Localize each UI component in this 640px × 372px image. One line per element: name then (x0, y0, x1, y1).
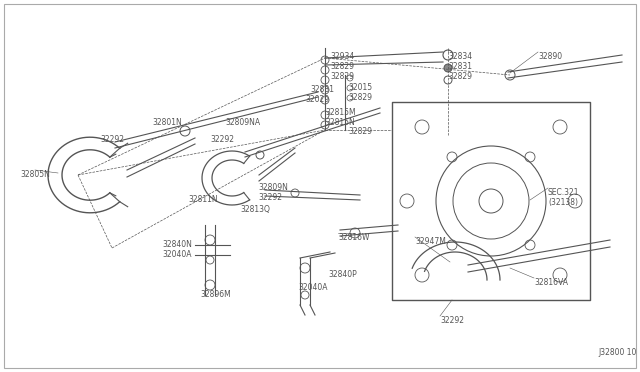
Circle shape (180, 126, 190, 136)
Bar (392, 102, 590, 300)
Text: J32800 10: J32800 10 (598, 348, 636, 357)
Text: 32040A: 32040A (163, 250, 192, 259)
Text: 32292: 32292 (258, 193, 282, 202)
Circle shape (505, 70, 515, 80)
Text: 32809N: 32809N (258, 183, 288, 192)
Text: 32809NA: 32809NA (225, 118, 260, 127)
Text: 32040A: 32040A (298, 283, 328, 292)
Text: 32829: 32829 (330, 62, 354, 71)
Circle shape (443, 50, 453, 60)
Text: SEC.321: SEC.321 (548, 188, 579, 197)
Text: 32816VA: 32816VA (534, 278, 568, 287)
Text: 32815N: 32815N (325, 118, 355, 127)
Text: 32292: 32292 (440, 316, 464, 325)
Text: 32805N: 32805N (20, 170, 50, 179)
Text: 32801N: 32801N (152, 118, 182, 127)
Text: 32934: 32934 (330, 52, 355, 61)
Text: 32829: 32829 (348, 127, 372, 136)
Circle shape (256, 151, 264, 159)
Text: 32834: 32834 (448, 52, 472, 61)
Text: 32816W: 32816W (338, 233, 369, 242)
Text: 32015: 32015 (348, 83, 372, 92)
Text: 32890: 32890 (538, 52, 562, 61)
Text: 32840N: 32840N (162, 240, 192, 249)
Text: 32811N: 32811N (188, 195, 218, 204)
Circle shape (291, 189, 299, 197)
Circle shape (444, 64, 452, 72)
Text: 32840P: 32840P (328, 270, 356, 279)
Text: 32829: 32829 (448, 72, 472, 81)
Text: 32831: 32831 (310, 85, 334, 94)
Text: 32829: 32829 (348, 93, 372, 102)
Circle shape (444, 76, 452, 84)
Circle shape (350, 228, 360, 238)
Text: (32138): (32138) (548, 198, 578, 207)
Text: 32029: 32029 (305, 95, 329, 104)
Text: 32829: 32829 (330, 72, 354, 81)
Text: 32292: 32292 (100, 135, 124, 144)
Text: 32292: 32292 (210, 135, 234, 144)
Text: 32831: 32831 (448, 62, 472, 71)
Text: 32896M: 32896M (200, 290, 231, 299)
Text: 32947M: 32947M (415, 237, 446, 246)
Text: 32813Q: 32813Q (240, 205, 270, 214)
Text: 32815M: 32815M (325, 108, 356, 117)
